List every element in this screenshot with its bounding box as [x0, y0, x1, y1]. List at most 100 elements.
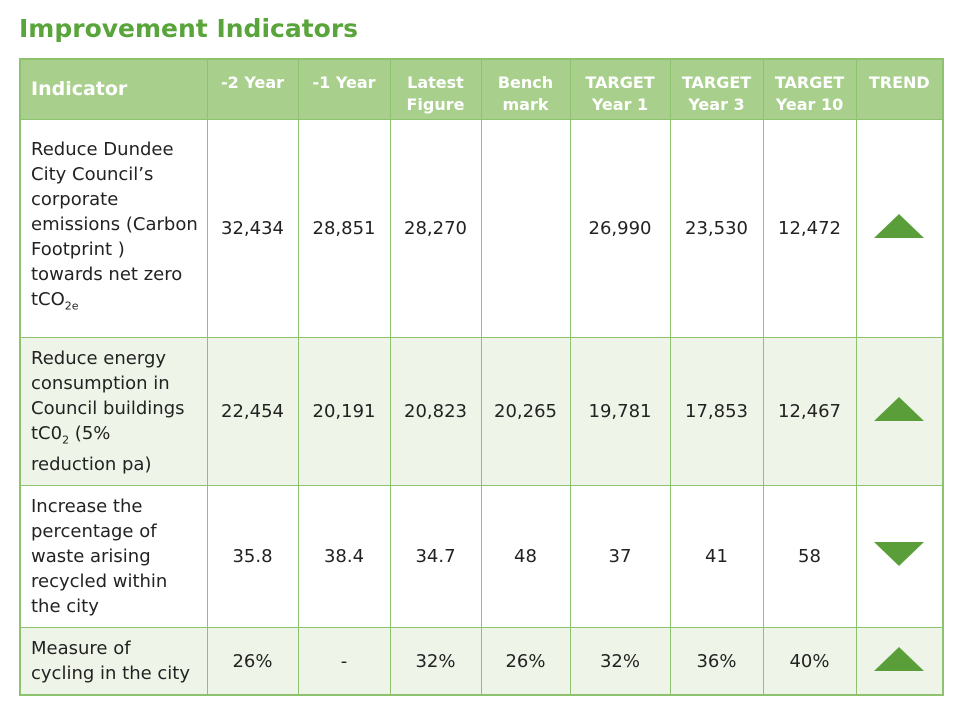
cell-text: 26% — [505, 650, 546, 672]
table-row: Reduce Dundee City Council’s corporate e… — [19, 118, 944, 338]
cell-text: 36% — [696, 650, 737, 672]
cell-text: 28,270 — [404, 217, 467, 239]
indicator-text: Increase the percentage of waste arising… — [31, 496, 168, 618]
arrow-shape — [874, 213, 925, 238]
trend-arrow — [874, 542, 925, 567]
value-cell: - — [297, 627, 391, 696]
column-header: TREND — [855, 58, 944, 120]
cell-text: 41 — [705, 546, 728, 568]
indicator-text: Measure of cycling in the city — [31, 638, 191, 685]
cell-text: 22,454 — [221, 400, 284, 422]
cell-text: 20,265 — [494, 400, 557, 422]
value-cell: 34.7 — [389, 485, 482, 629]
value-cell: 40% — [762, 627, 857, 696]
trend-arrow — [874, 646, 925, 671]
value-cell: 12,467 — [762, 336, 857, 487]
table-row: Reduce energy consumption in Council bui… — [19, 336, 944, 487]
column-header: Latest Figure — [389, 58, 482, 120]
table-row: Measure of cycling in the city 26% - 32% 26%… — [19, 627, 944, 696]
cell-text: 48 — [514, 546, 537, 568]
value-cell: 28,270 — [389, 118, 482, 338]
header-text: TARGET — [681, 73, 752, 92]
table-body: Reduce Dundee City Council’s corporate e… — [19, 118, 944, 696]
column-header: TARGET Year 3 — [669, 58, 764, 120]
subscript: 2e — [64, 299, 79, 313]
value-cell: 41 — [669, 485, 764, 629]
value-cell: 36% — [669, 627, 764, 696]
value-cell: 26% — [480, 627, 571, 696]
arrow-shape — [874, 396, 925, 421]
cell-text: - — [340, 650, 348, 672]
indicator-cell: Increase the percentage of waste arising… — [19, 485, 208, 629]
cell-text: 26,990 — [588, 217, 652, 239]
value-cell: 26% — [206, 627, 299, 696]
cell-text: 32% — [599, 650, 640, 672]
value-cell: 35.8 — [206, 485, 299, 629]
header-text: Latest — [407, 73, 464, 92]
cell-text: 58 — [798, 546, 821, 568]
column-header: Indicator — [19, 58, 208, 120]
value-cell: 38.4 — [297, 485, 391, 629]
column-header: TARGET Year 10 — [762, 58, 857, 120]
indicator-text: Reduce energy consumption in Council bui… — [31, 347, 185, 444]
header-text: TREND — [868, 73, 930, 92]
header-text: -2 Year — [221, 73, 284, 92]
value-cell: 20,823 — [389, 336, 482, 487]
value-cell: 28,851 — [297, 118, 391, 338]
cell-text: 32% — [415, 650, 456, 672]
indicator-cell: Measure of cycling in the city — [19, 627, 208, 696]
header-text: -1 Year — [312, 73, 376, 92]
header-text: TARGET — [585, 73, 655, 92]
column-header: TARGET Year 1 — [569, 58, 671, 120]
header-text: Indicator — [31, 78, 128, 101]
header-text: Year 1 — [591, 95, 649, 114]
cell-text: 12,467 — [778, 400, 841, 422]
cell-text: 20,823 — [404, 400, 467, 422]
column-header: -1 Year — [297, 58, 391, 120]
trend-arrow — [874, 213, 925, 238]
value-cell: 17,853 — [669, 336, 764, 487]
indicator-text: Reduce Dundee City Council’s corporate e… — [31, 139, 198, 311]
header-text: mark — [502, 95, 549, 114]
cell-text: 40% — [789, 650, 830, 672]
subscript: 2 — [62, 433, 70, 447]
value-cell: 32% — [569, 627, 671, 696]
cell-text: 20,191 — [312, 400, 376, 422]
value-cell: 23,530 — [669, 118, 764, 338]
trend-cell — [855, 485, 944, 629]
header-text: Year 3 — [688, 95, 745, 114]
table-row: Increase the percentage of waste arising… — [19, 485, 944, 629]
trend-cell — [855, 336, 944, 487]
value-cell: 22,454 — [206, 336, 299, 487]
value-cell: 48 — [480, 485, 571, 629]
cell-text: 19,781 — [588, 400, 652, 422]
cell-text: 28,851 — [312, 217, 376, 239]
cell-text: 38.4 — [323, 546, 365, 568]
value-cell: 20,265 — [480, 336, 571, 487]
cell-text: 34.7 — [415, 546, 456, 568]
indicator-cell: Reduce energy consumption in Council bui… — [19, 336, 208, 487]
header-text: Year 10 — [775, 95, 844, 114]
value-cell: 12,472 — [762, 118, 857, 338]
trend-cell — [855, 627, 944, 696]
cell-text: 32,434 — [221, 217, 284, 239]
column-header: -2 Year — [206, 58, 299, 120]
value-cell: 19,781 — [569, 336, 671, 487]
cell-text: 37 — [608, 546, 632, 568]
cell-text: 23,530 — [685, 217, 748, 239]
header-text: Figure — [406, 95, 465, 114]
cell-text: 26% — [232, 650, 273, 672]
cell-text: 35.8 — [232, 546, 273, 568]
value-cell: 32% — [389, 627, 482, 696]
header-text: TARGET — [774, 73, 845, 92]
value-cell: 58 — [762, 485, 857, 629]
value-cell: 37 — [569, 485, 671, 629]
indicator-cell: Reduce Dundee City Council’s corporate e… — [19, 118, 208, 338]
title: Improvement Indicators — [19, 14, 359, 43]
indicator-table: Indicator -2 Year -1 Year Latest Figure Bench… — [19, 58, 944, 697]
value-cell — [480, 118, 571, 338]
cell-text: 17,853 — [685, 400, 748, 422]
indicator-text: (5% reduction pa) — [31, 422, 152, 476]
value-cell: 20,191 — [297, 336, 391, 487]
